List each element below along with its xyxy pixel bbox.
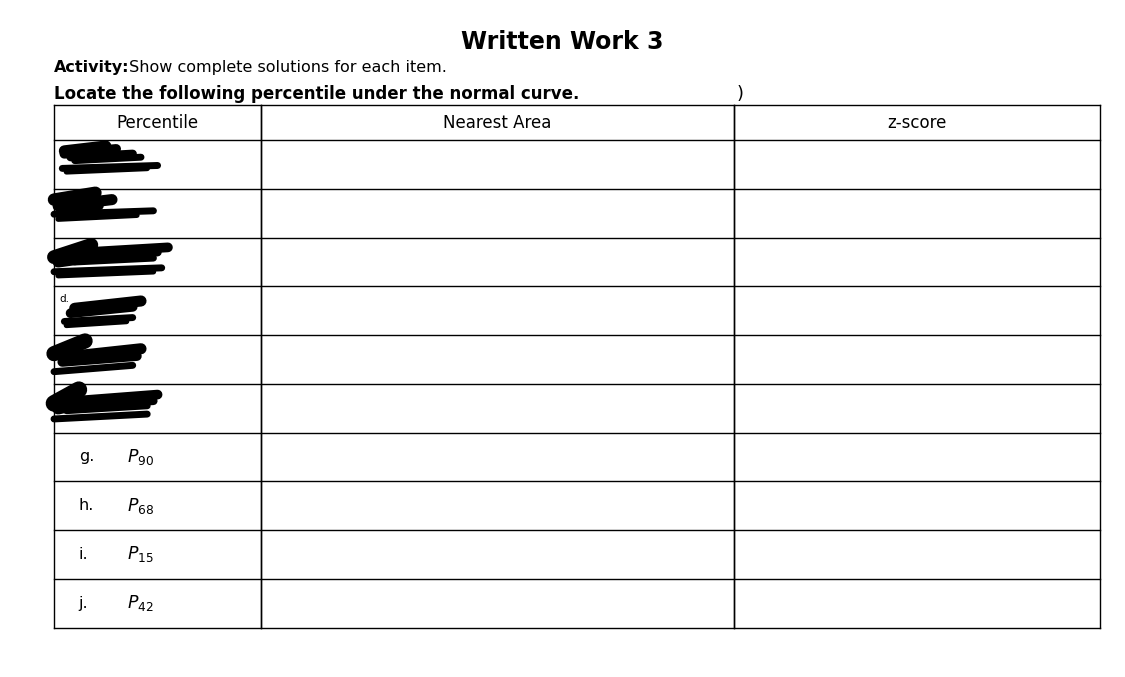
Text: Written Work 3: Written Work 3 bbox=[461, 30, 664, 54]
Text: j.: j. bbox=[79, 596, 89, 611]
Text: Nearest Area: Nearest Area bbox=[443, 114, 551, 131]
Text: Percentile: Percentile bbox=[117, 114, 199, 131]
Text: i.: i. bbox=[79, 547, 89, 562]
Text: $P_{\mathrm{68}}$: $P_{\mathrm{68}}$ bbox=[127, 496, 154, 516]
Text: z-score: z-score bbox=[888, 114, 947, 131]
Text: Locate the following percentile under the normal curve.: Locate the following percentile under th… bbox=[54, 85, 579, 103]
Text: b.: b. bbox=[60, 197, 70, 207]
Text: $P_{\mathrm{90}}$: $P_{\mathrm{90}}$ bbox=[127, 447, 154, 467]
Text: g.: g. bbox=[79, 450, 95, 464]
Text: ): ) bbox=[737, 85, 744, 103]
Text: $P_{\mathrm{15}}$: $P_{\mathrm{15}}$ bbox=[127, 544, 154, 565]
Text: Show complete solutions for each item.: Show complete solutions for each item. bbox=[124, 60, 447, 74]
Text: $P_{\mathrm{42}}$: $P_{\mathrm{42}}$ bbox=[127, 593, 154, 613]
Text: Activity:: Activity: bbox=[54, 60, 129, 74]
Text: f.: f. bbox=[60, 392, 66, 402]
Text: d.: d. bbox=[60, 294, 70, 305]
Text: e.: e. bbox=[60, 343, 70, 353]
Text: c.: c. bbox=[60, 246, 69, 256]
Text: h.: h. bbox=[79, 498, 95, 513]
Text: a.: a. bbox=[60, 148, 70, 158]
